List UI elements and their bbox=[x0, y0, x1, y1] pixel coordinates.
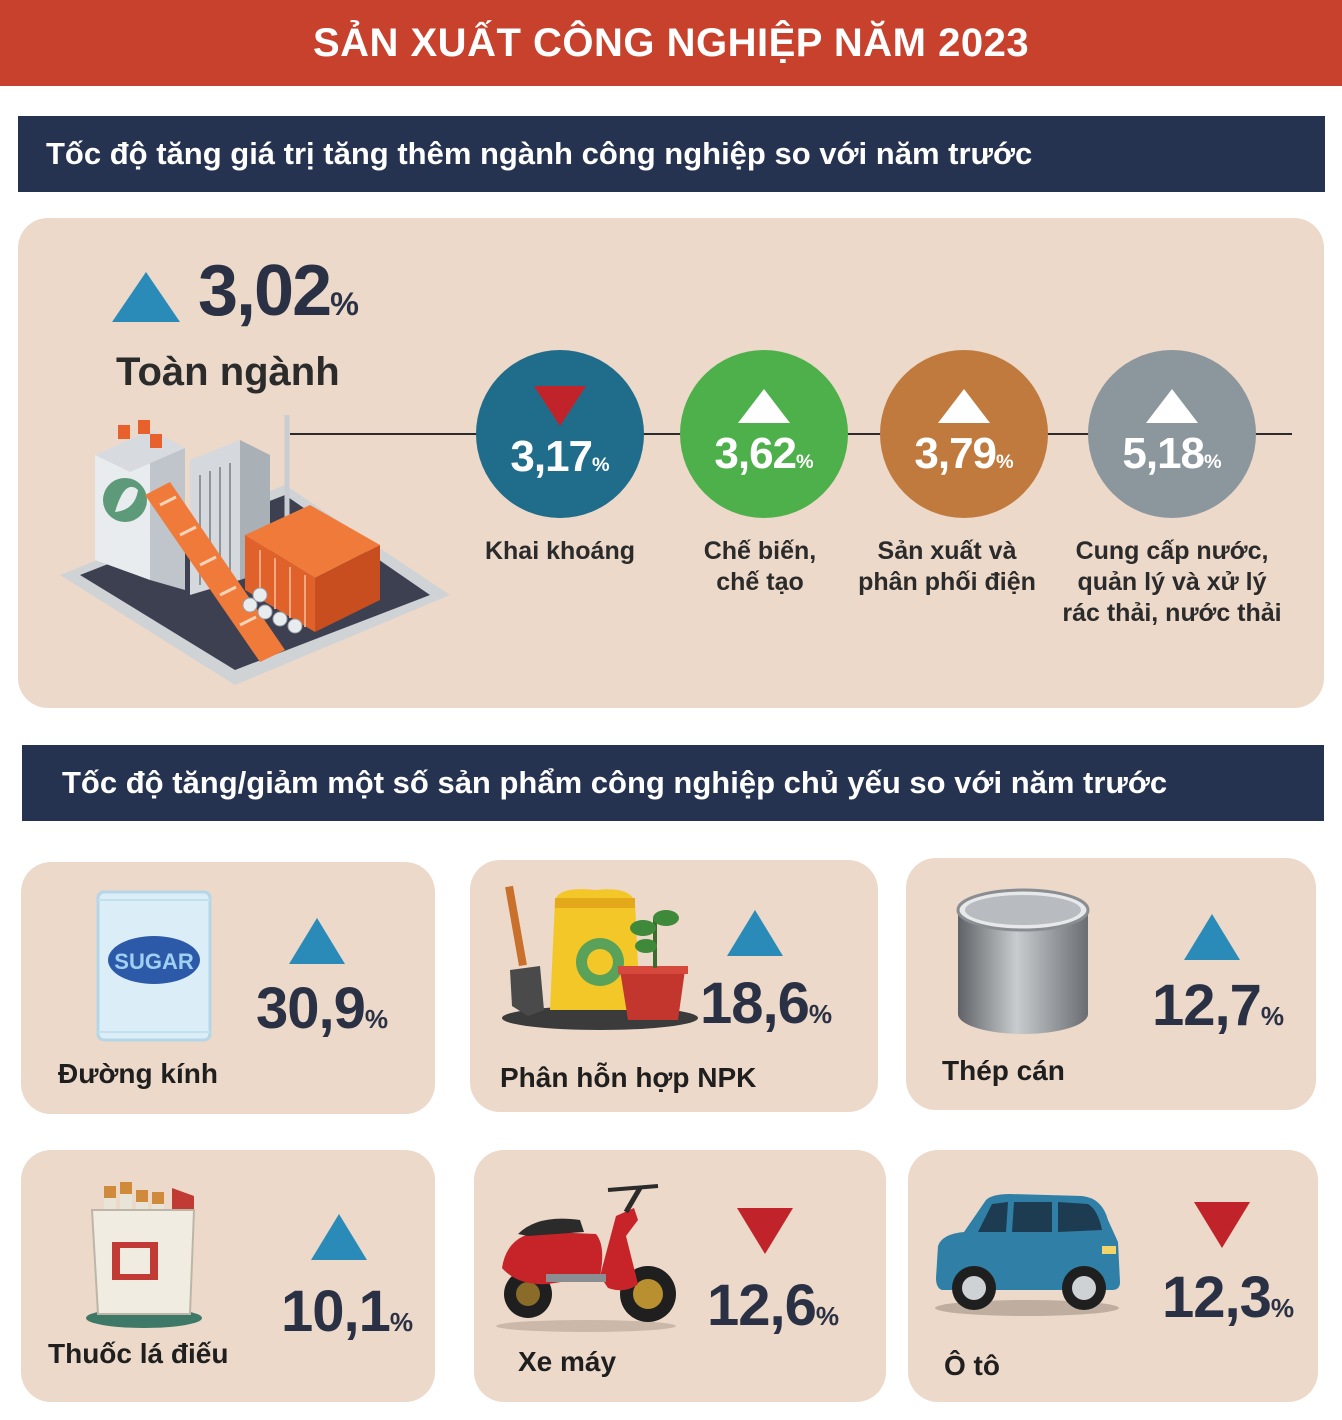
car-icon bbox=[935, 1194, 1120, 1316]
sector-label-manufacturing: Chế biến, chế tạo bbox=[703, 537, 817, 596]
product-label-cigarettes: Thuốc lá điếu bbox=[48, 1338, 229, 1369]
product-label-car: Ô tô bbox=[944, 1350, 1000, 1381]
up-arrow-icon bbox=[938, 389, 990, 423]
page-title: SẢN XUẤT CÔNG NGHIỆP NĂM 2023 bbox=[312, 20, 1030, 65]
sector-value: 3,17% bbox=[510, 432, 610, 481]
sector-value: 3,79% bbox=[914, 429, 1014, 478]
product-value-sugar: 30,9% bbox=[256, 976, 389, 1041]
overall-up-arrow-icon bbox=[112, 272, 180, 322]
product-value-npk: 18,6% bbox=[700, 971, 833, 1036]
product-card-sugar bbox=[21, 862, 435, 1114]
up-arrow-icon bbox=[738, 389, 790, 423]
product-label-npk: Phân hỗn hợp NPK bbox=[500, 1062, 757, 1093]
header-banner: SẢN XUẤT CÔNG NGHIỆP NĂM 2023 bbox=[0, 0, 1342, 86]
section-title-2: Tốc độ tăng/giảm một số sản phẩm công ng… bbox=[62, 765, 1168, 800]
section-title-bar-2: Tốc độ tăng/giảm một số sản phẩm công ng… bbox=[22, 745, 1324, 821]
section-title-bar-1: Tốc độ tăng giá trị tăng thêm ngành công… bbox=[18, 116, 1325, 192]
steel-cylinder-icon bbox=[956, 888, 1090, 1034]
product-card-cigarettes bbox=[21, 1150, 435, 1402]
scooter-icon bbox=[496, 1184, 676, 1332]
down-arrow-icon bbox=[534, 386, 586, 426]
svg-text:SUGAR: SUGAR bbox=[114, 949, 194, 974]
sector-value: 5,18% bbox=[1122, 429, 1222, 478]
product-value-motorbike: 12,6% bbox=[707, 1273, 840, 1338]
product-label-steel: Thép cán bbox=[942, 1055, 1065, 1086]
up-arrow-icon bbox=[727, 910, 783, 956]
overall-number: 3,02 bbox=[198, 251, 332, 331]
section-title-1: Tốc độ tăng giá trị tăng thêm ngành công… bbox=[46, 136, 1033, 171]
product-value-steel: 12,7% bbox=[1152, 973, 1285, 1038]
up-arrow-icon bbox=[289, 918, 345, 964]
sector-circle-water: 5,18% bbox=[1088, 350, 1256, 518]
fertilizer-icon bbox=[502, 885, 698, 1030]
sector-circle-electricity: 3,79% bbox=[880, 350, 1048, 518]
sector-label-mining: Khai khoáng bbox=[484, 537, 635, 565]
up-arrow-icon bbox=[311, 1214, 367, 1260]
sector-label-water: Cung cấp nước, quản lý và xử lý rác thải… bbox=[1062, 537, 1282, 627]
up-arrow-icon bbox=[1184, 914, 1240, 960]
product-value-cigarettes: 10,1% bbox=[281, 1279, 414, 1344]
up-arrow-icon bbox=[1146, 389, 1198, 423]
cigarette-pack-icon bbox=[86, 1182, 202, 1328]
overall-label: Toàn ngành bbox=[116, 350, 340, 394]
sugar-bag-icon: SUGAR bbox=[96, 890, 212, 1042]
factory-icon bbox=[60, 415, 450, 685]
overall-unit: % bbox=[330, 286, 359, 322]
sector-value: 3,62% bbox=[714, 429, 814, 478]
sector-circle-manufacturing: 3,62% bbox=[680, 350, 848, 518]
overall-value: 3,02% bbox=[198, 250, 359, 332]
down-arrow-icon bbox=[737, 1208, 793, 1254]
sector-circle-mining: 3,17% bbox=[476, 350, 644, 518]
sector-label-electricity: Sản xuất và phân phối điện bbox=[858, 537, 1036, 596]
product-label-motorbike: Xe máy bbox=[518, 1346, 617, 1377]
product-label-sugar: Đường kính bbox=[58, 1058, 218, 1089]
down-arrow-icon bbox=[1194, 1202, 1250, 1248]
product-value-car: 12,3% bbox=[1162, 1265, 1295, 1330]
